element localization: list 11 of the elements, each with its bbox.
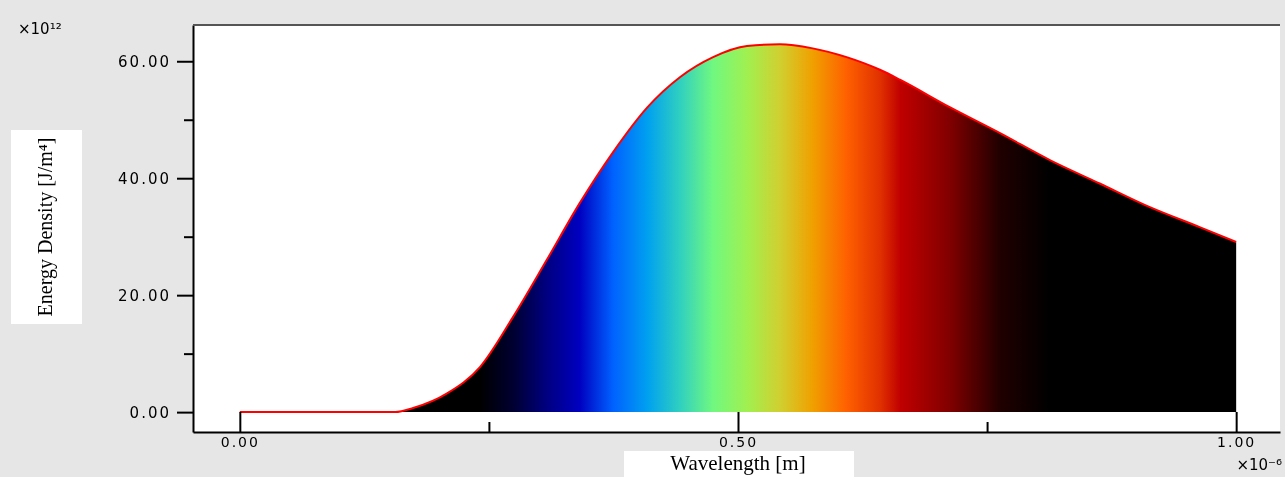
x-tick-label: 0.00: [220, 433, 260, 450]
y-tick-label: 0.00: [129, 403, 171, 422]
y-tick-label: 20.00: [118, 286, 171, 305]
text: ×10¹²: [18, 20, 62, 38]
text: ×10⁻⁶: [1236, 456, 1282, 474]
x-tick-label: 1.00: [1217, 433, 1257, 450]
y-axis-title: Energy Density [J/m⁴]: [34, 137, 57, 317]
y-tick-label: 40.00: [118, 169, 171, 188]
x-tick-label: 0.50: [718, 433, 759, 450]
x-axis-title: Wavelength [m]: [670, 451, 806, 475]
y-tick-label: 60.00: [118, 53, 171, 72]
